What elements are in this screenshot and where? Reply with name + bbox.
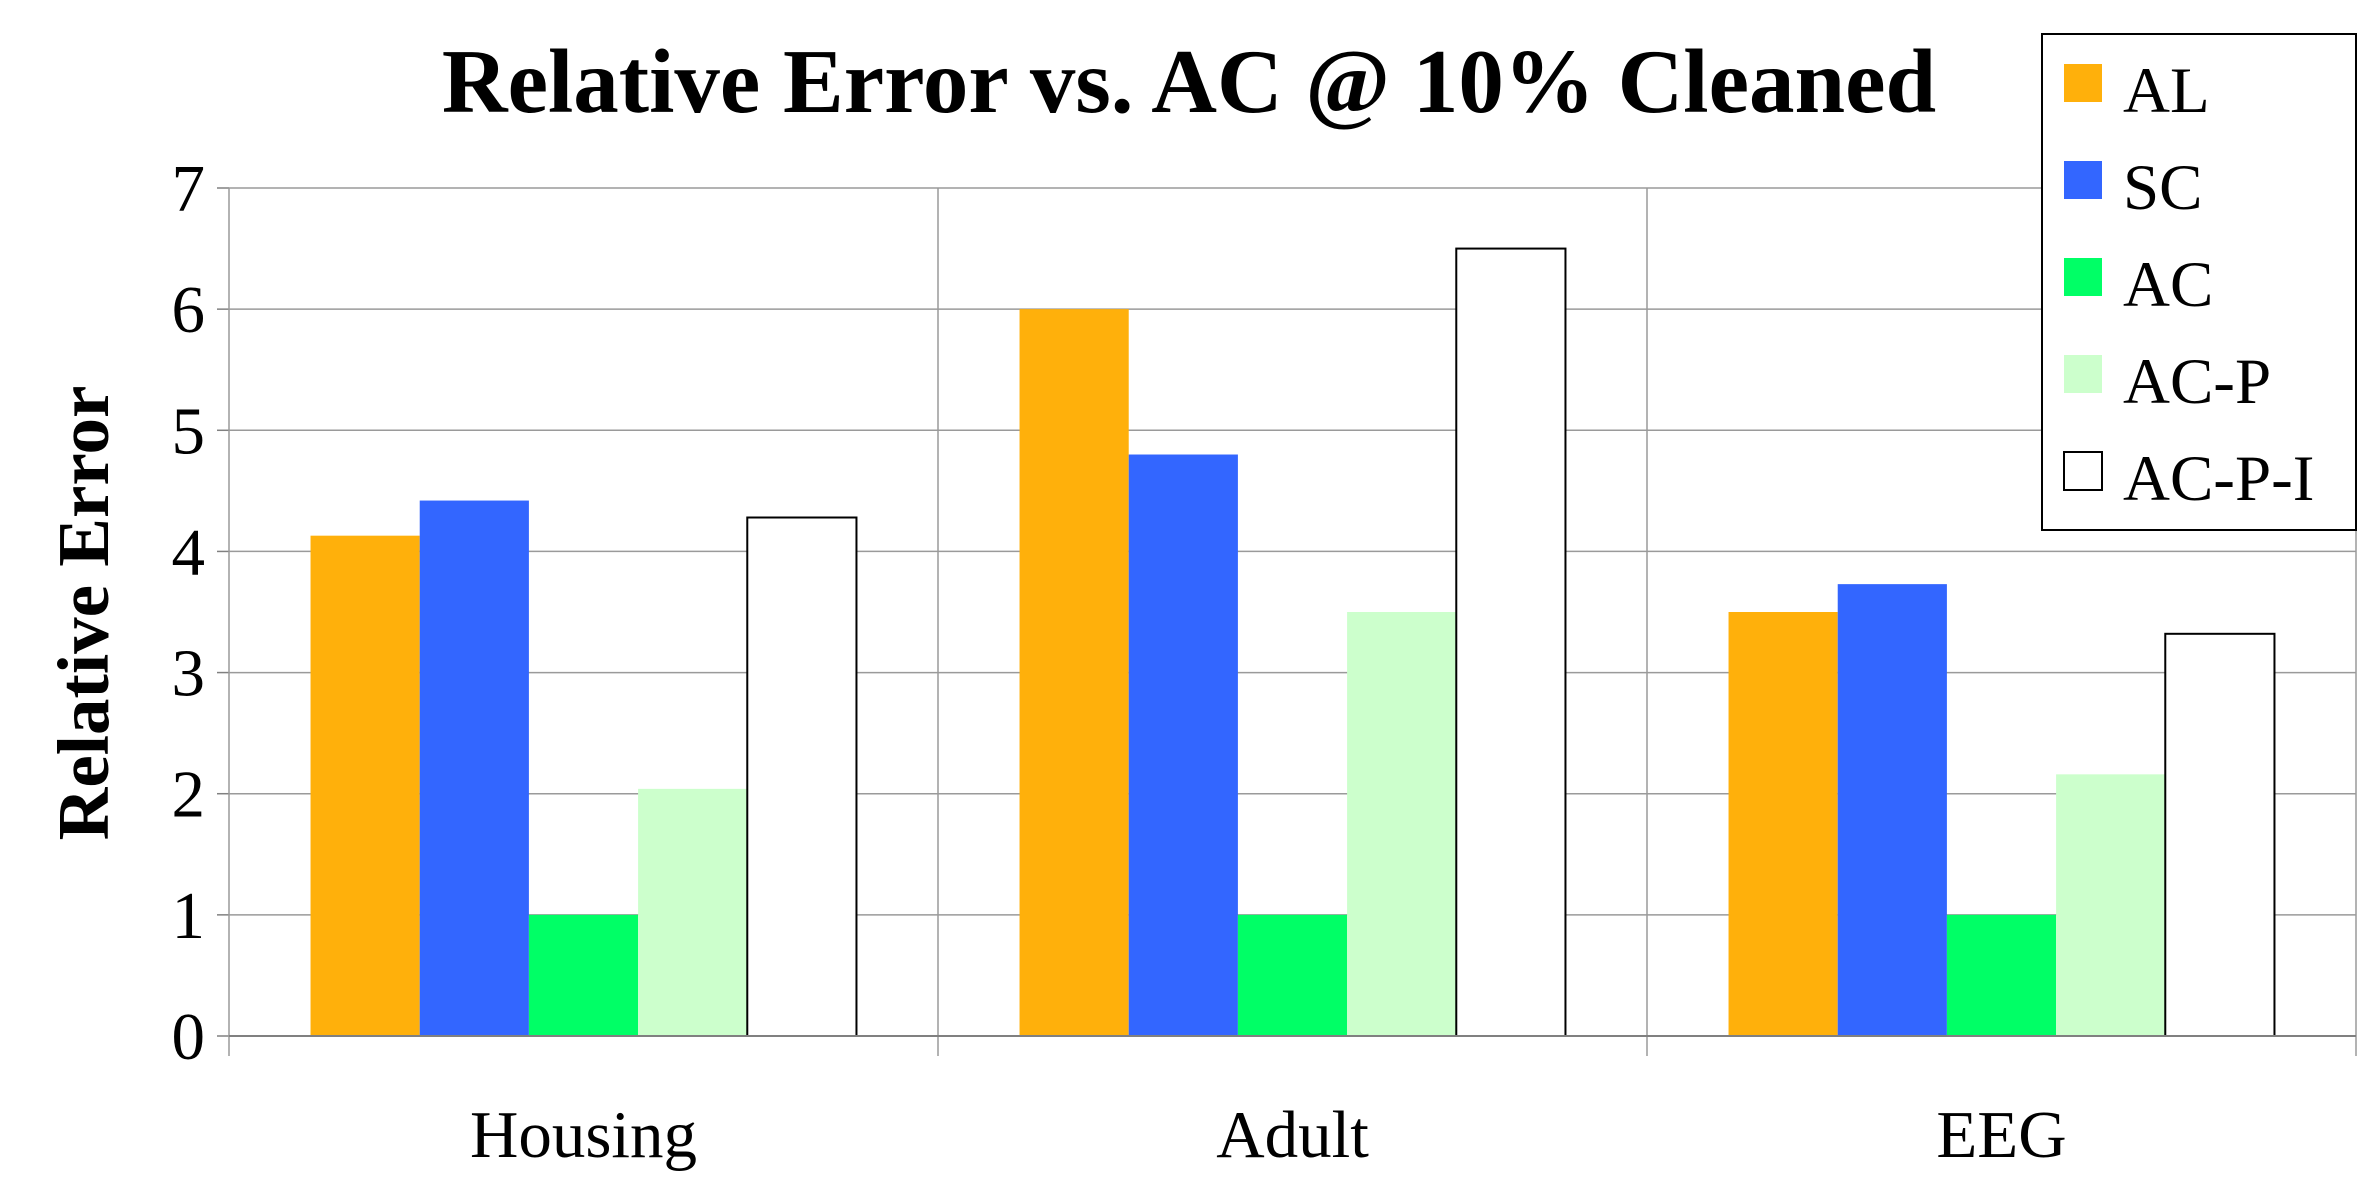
y-tick-label: 0: [172, 1000, 206, 1074]
bar-ac-housing: [528, 914, 639, 1036]
bar-ac-p-i-adult: [1455, 247, 1567, 1038]
legend-swatch-ac-p: [2064, 355, 2102, 393]
y-tick-label: 1: [172, 879, 206, 953]
bar-sc-housing: [419, 500, 529, 1036]
legend-label-sc: SC: [2123, 152, 2203, 224]
legend-swatch-al: [2064, 64, 2102, 102]
legend-swatch-ac-p-i: [2063, 451, 2103, 491]
bar-ac-p-housing: [638, 788, 748, 1036]
bar-ac-p-i-eeg: [2164, 632, 2276, 1037]
bar-ac-p-i-housing: [746, 516, 858, 1037]
legend-label-al: AL: [2123, 55, 2210, 127]
y-axis-label: Relative Error: [43, 386, 124, 841]
gridlines: [229, 187, 2356, 916]
y-tick-label: 4: [172, 515, 206, 589]
bar-sc-adult: [1128, 454, 1238, 1036]
y-tick-label: 5: [172, 394, 206, 468]
bar-al-eeg: [1728, 612, 1838, 1036]
legend-label-ac-p: AC-P: [2123, 346, 2271, 418]
bar-sc-eeg: [1837, 584, 1947, 1036]
bar-ac-adult: [1237, 914, 1348, 1036]
y-tick-label: 2: [172, 758, 206, 832]
bar-ac-eeg: [1946, 914, 2057, 1036]
x-category-labels: Housing Adult EEG: [470, 1098, 2067, 1172]
bar-al-housing: [310, 535, 420, 1036]
legend-swatch-sc: [2064, 161, 2102, 199]
x-category-label: Adult: [1216, 1098, 1369, 1172]
y-tick-labels: 0 1 2 3 4 5 6 7: [172, 152, 206, 1074]
legend: AL SC AC AC-P AC-P-I: [2041, 33, 2357, 531]
legend-label-ac-p-i: AC-P-I: [2123, 443, 2314, 515]
bar-ac-p-eeg: [2056, 774, 2166, 1036]
x-category-label: EEG: [1936, 1098, 2066, 1172]
chart-title: Relative Error vs. AC @ 10% Cleaned: [442, 31, 1936, 132]
legend-swatch-ac: [2064, 258, 2102, 296]
y-tick-label: 6: [172, 273, 206, 347]
bar-ac-p-adult: [1347, 612, 1457, 1036]
x-category-label: Housing: [470, 1098, 697, 1172]
legend-label-ac: AC: [2123, 249, 2213, 321]
y-tick-label: 3: [172, 637, 206, 711]
y-tick-label: 7: [172, 152, 206, 226]
bar-al-adult: [1019, 309, 1129, 1037]
bars: [310, 247, 2276, 1038]
